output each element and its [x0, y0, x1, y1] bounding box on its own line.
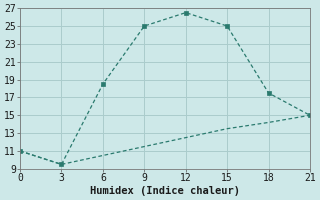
- X-axis label: Humidex (Indice chaleur): Humidex (Indice chaleur): [90, 186, 240, 196]
